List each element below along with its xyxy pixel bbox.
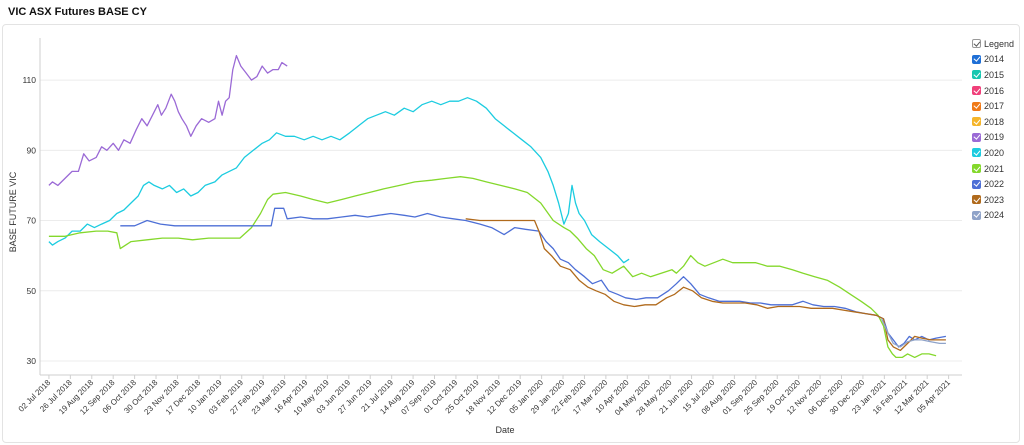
y-axis-title: BASE FUTURE VIC [8, 171, 18, 252]
series-line-2020 [48, 97, 630, 264]
series-line-2024 [881, 318, 946, 348]
legend-item-2019[interactable]: 2019 [972, 130, 1022, 146]
checkbox-icon[interactable] [972, 210, 981, 220]
legend-item-2018[interactable]: 2018 [972, 114, 1022, 130]
legend-item-label: 2017 [984, 101, 1005, 112]
checkbox-icon[interactable] [972, 117, 981, 127]
legend-item-label: 2016 [984, 85, 1005, 96]
series-line-2023 [465, 218, 946, 352]
x-axis-title: Date [495, 425, 514, 435]
legend-title: Legend [984, 38, 1015, 49]
y-tick-label: 50 [27, 286, 37, 296]
checkbox-icon[interactable] [972, 86, 981, 96]
chart-frame [2, 24, 1020, 443]
y-tick-label: 110 [22, 75, 36, 85]
legend-item-label: 2018 [984, 116, 1005, 127]
checkbox-icon[interactable] [972, 132, 981, 142]
y-tick-label: 70 [27, 216, 37, 226]
legend: Legend 2014 2015 2016 2017 2018 2019 2020 2021 2… [972, 36, 1022, 223]
y-tick-label: 90 [27, 145, 37, 155]
series-line-2021 [48, 176, 937, 359]
legend-item-2021[interactable]: 2021 [972, 161, 1022, 177]
legend-item-label: 2021 [984, 163, 1005, 174]
legend-item-2023[interactable]: 2023 [972, 192, 1022, 208]
legend-item-label: 2014 [984, 54, 1005, 65]
legend-item-label: 2020 [984, 147, 1005, 158]
checkbox-icon[interactable] [972, 148, 981, 158]
legend-item-2017[interactable]: 2017 [972, 98, 1022, 114]
legend-item-2024[interactable]: 2024 [972, 208, 1022, 224]
legend-item-label: 2024 [984, 210, 1005, 221]
checkbox-icon[interactable] [972, 39, 981, 49]
legend-toggle-all[interactable]: Legend [972, 36, 1022, 52]
checkbox-icon[interactable] [972, 54, 981, 64]
checkbox-icon[interactable] [972, 164, 981, 174]
legend-item-label: 2015 [984, 69, 1005, 80]
checkbox-icon[interactable] [972, 195, 981, 205]
legend-item-label: 2019 [984, 132, 1005, 143]
series-layer [48, 54, 947, 359]
legend-item-2016[interactable]: 2016 [972, 83, 1022, 99]
checkbox-icon[interactable] [972, 179, 981, 189]
y-tick-label: 30 [27, 356, 37, 366]
checkbox-icon[interactable] [972, 101, 981, 111]
series-line-2019 [48, 54, 288, 187]
legend-item-2020[interactable]: 2020 [972, 145, 1022, 161]
legend-item-2014[interactable]: 2014 [972, 52, 1022, 68]
page-title: VIC ASX Futures BASE CY [8, 6, 147, 18]
legend-item-2022[interactable]: 2022 [972, 176, 1022, 192]
legend-item-2015[interactable]: 2015 [972, 67, 1022, 83]
series-line-2022 [120, 207, 947, 348]
legend-item-label: 2022 [984, 179, 1005, 190]
legend-items: 2014 2015 2016 2017 2018 2019 2020 2021 2022 2023… [972, 52, 1022, 224]
checkbox-icon[interactable] [972, 70, 981, 80]
legend-item-label: 2023 [984, 194, 1005, 205]
